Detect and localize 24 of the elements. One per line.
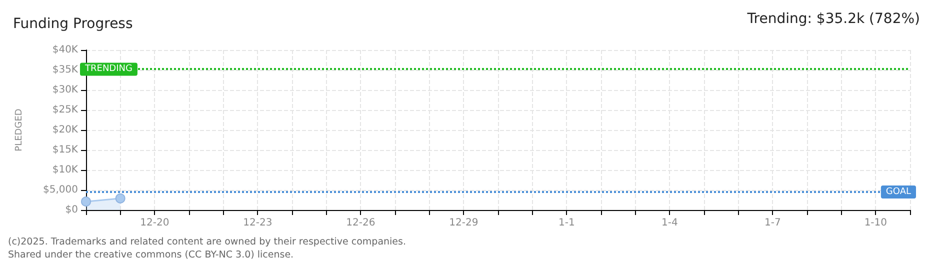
x-tick-label: 12-26 [346,218,376,228]
y-tick-label: $25K [52,104,78,116]
x-tick-label: 12-29 [449,218,478,228]
ref-line-label: GOAL [886,187,911,197]
x-tick-label: 1-10 [864,218,888,228]
y-tick-label: $40K [52,44,78,56]
y-tick-label: $30K [52,84,78,96]
x-tick-label: 12-20 [140,218,170,228]
y-tick-label: $35K [52,64,78,76]
y-tick-label: $10K [52,164,78,176]
y-axis-title: PLEDGED [14,108,24,152]
x-tick-label: 1-7 [764,218,781,228]
x-tick-label: 1-4 [661,218,678,228]
text: (c)2025. Trademarks and related content are owned by their respective companies. [8,236,406,248]
chart-subtitle: Trending: $35.2k (782%) [746,11,920,27]
y-tick-label: $0 [65,204,78,216]
ref-line-label: TRENDING [84,64,132,74]
text: Shared under the creative commons (CC BY-NC 3.0) license. [8,250,294,260]
y-tick-label: $5,000 [43,184,78,196]
x-tick-label: 1-1 [558,218,575,228]
y-tick-label: $20K [52,124,78,136]
x-tick-label: 12-23 [243,218,272,228]
y-tick-label: $15K [52,144,78,156]
chart-title: Funding Progress [13,16,133,32]
